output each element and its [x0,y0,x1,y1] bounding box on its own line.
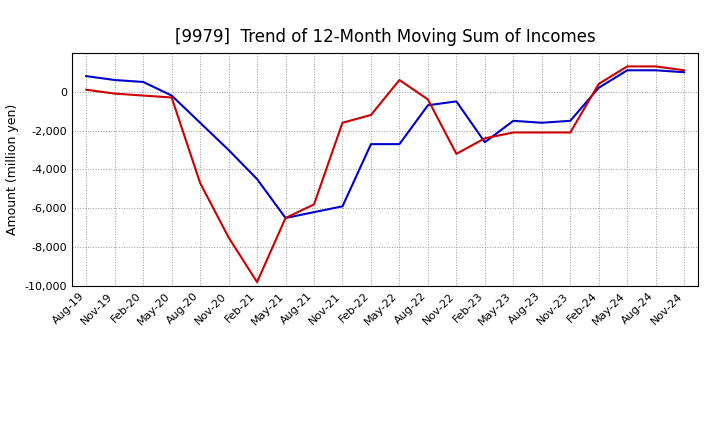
Ordinary Income [652,68,660,73]
Net Income [282,215,290,220]
Net Income [566,130,575,135]
Net Income [680,68,688,73]
Net Income [652,64,660,69]
Line: Net Income: Net Income [86,66,684,282]
Ordinary Income [509,118,518,124]
Net Income [366,112,375,117]
Ordinary Income [282,215,290,220]
Legend: Ordinary Income, Net Income: Ordinary Income, Net Income [222,437,548,440]
Ordinary Income [480,139,489,145]
Ordinary Income [395,142,404,147]
Net Income [310,202,318,207]
Ordinary Income [566,118,575,124]
Ordinary Income [82,73,91,79]
Ordinary Income [537,120,546,125]
Net Income [452,151,461,157]
Ordinary Income [366,142,375,147]
Ordinary Income [680,70,688,75]
Line: Ordinary Income: Ordinary Income [86,70,684,218]
Net Income [480,136,489,141]
Ordinary Income [423,103,432,108]
Net Income [537,130,546,135]
Title: [9979]  Trend of 12-Month Moving Sum of Incomes: [9979] Trend of 12-Month Moving Sum of I… [175,28,595,46]
Ordinary Income [310,209,318,215]
Ordinary Income [225,147,233,153]
Net Income [139,93,148,98]
Net Income [82,87,91,92]
Ordinary Income [253,176,261,182]
Net Income [595,81,603,87]
Net Income [338,120,347,125]
Net Income [623,64,631,69]
Ordinary Income [110,77,119,83]
Ordinary Income [452,99,461,104]
Ordinary Income [167,93,176,98]
Ordinary Income [139,79,148,84]
Y-axis label: Amount (million yen): Amount (million yen) [6,104,19,235]
Ordinary Income [196,120,204,125]
Net Income [509,130,518,135]
Net Income [423,97,432,102]
Net Income [196,180,204,186]
Ordinary Income [338,204,347,209]
Ordinary Income [623,68,631,73]
Net Income [253,279,261,285]
Net Income [167,95,176,100]
Net Income [225,235,233,240]
Net Income [395,77,404,83]
Net Income [110,91,119,96]
Ordinary Income [595,85,603,91]
